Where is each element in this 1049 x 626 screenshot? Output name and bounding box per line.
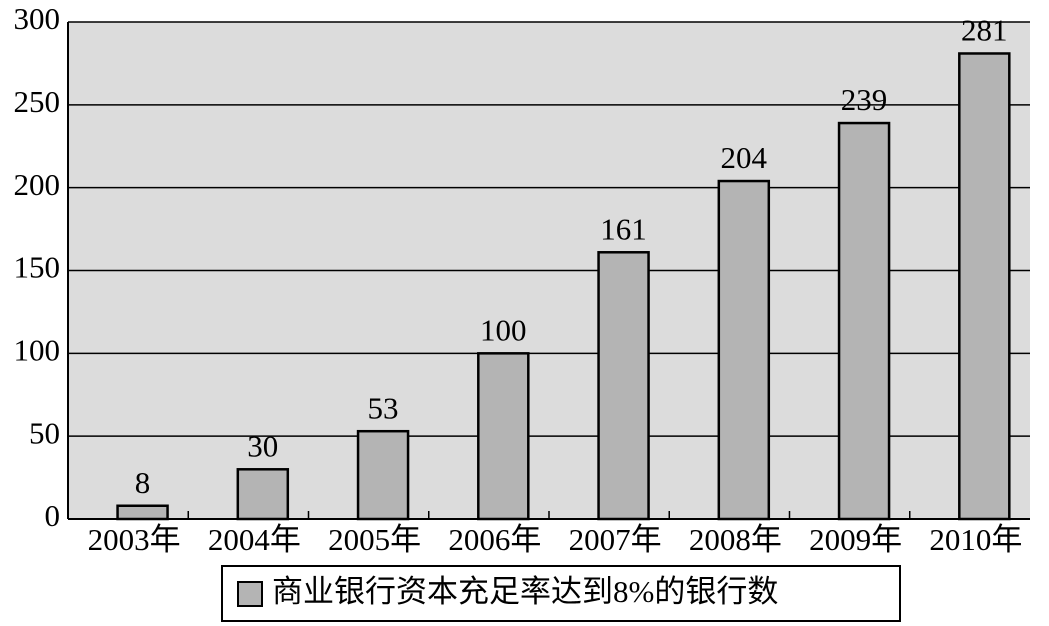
x-tick-label: 2006年: [448, 522, 541, 557]
x-tick-label: 2003年: [88, 522, 181, 557]
y-tick-label: 0: [45, 498, 61, 533]
legend-swatch: [237, 581, 263, 607]
bar: [597, 251, 650, 521]
legend-box: [221, 565, 901, 622]
x-tick-label: 2007年: [569, 522, 662, 557]
y-tick-label: 50: [29, 415, 60, 450]
value-label: 161: [600, 211, 647, 246]
value-label: 30: [247, 428, 278, 463]
y-tick-label: 300: [14, 1, 61, 36]
x-tick-label: 2009年: [809, 522, 902, 557]
x-tick-label: 2008年: [689, 522, 782, 557]
bar: [116, 504, 169, 521]
y-tick-label: 200: [14, 167, 61, 202]
bar: [837, 121, 891, 521]
value-label: 204: [721, 140, 768, 175]
value-label: 281: [961, 13, 1008, 48]
legend-label: 商业银行资本充足率达到8%的银行数: [272, 574, 778, 609]
bar: [356, 429, 410, 521]
x-tick-label: 2005年: [328, 522, 421, 557]
y-tick-label: 250: [14, 84, 61, 119]
value-label: 239: [841, 82, 888, 117]
y-tick-label: 100: [14, 332, 61, 367]
y-tick-label: 150: [14, 250, 61, 285]
value-label: 100: [480, 312, 527, 347]
value-label: 53: [368, 390, 399, 425]
x-tick-label: 2010年: [929, 522, 1022, 557]
x-tick-label: 2004年: [208, 522, 301, 557]
value-label: 8: [135, 465, 151, 500]
bar: [958, 52, 1011, 521]
bar: [236, 468, 290, 521]
bar: [477, 352, 530, 521]
bar: [717, 179, 771, 521]
